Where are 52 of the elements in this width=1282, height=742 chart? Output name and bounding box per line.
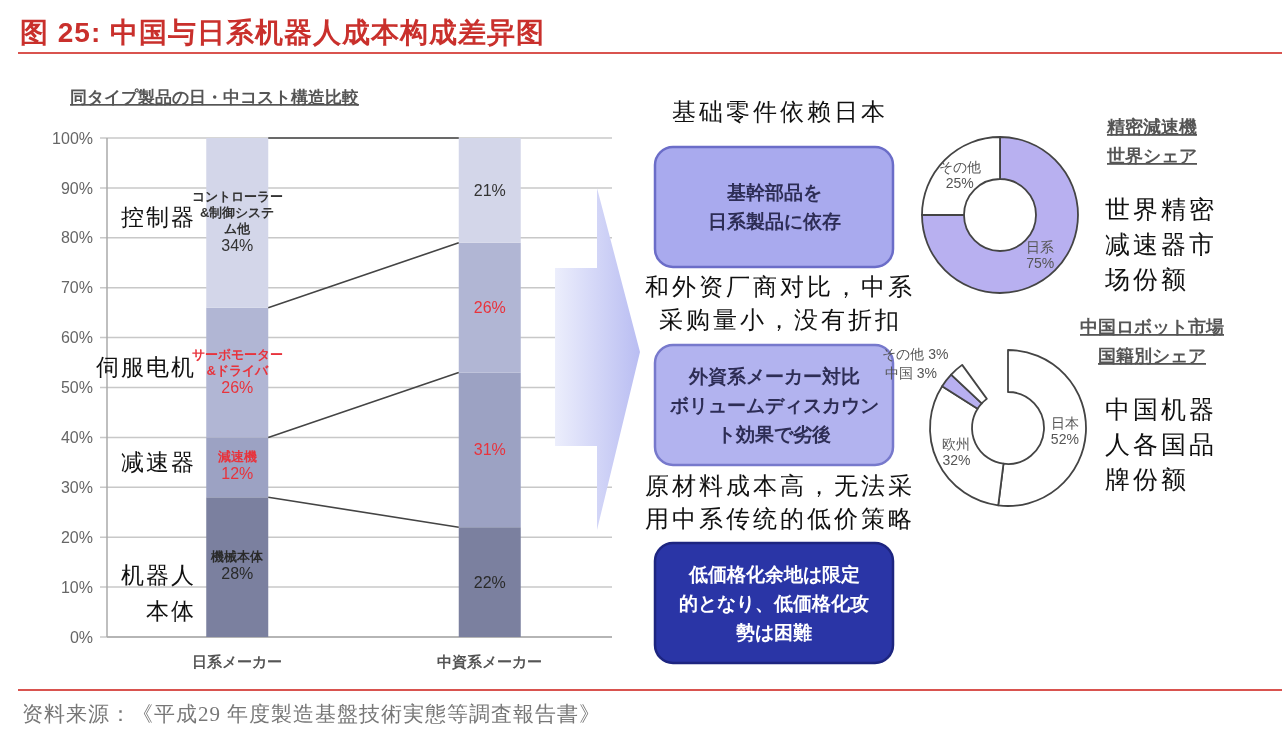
annotation: 控制器 [121, 205, 197, 231]
data-label: 52% [1050, 431, 1079, 448]
text: 低価格化余地は限定的となり、低価格化攻勢は困難 [679, 563, 869, 643]
bar [206, 497, 269, 637]
text: 基础零件依赖日本 [672, 99, 888, 125]
text: 和外资厂商对比，中系采购量小，没有折扣 [645, 274, 915, 333]
series-label: 機械本体 [210, 549, 265, 565]
data-label: 26% [473, 299, 506, 317]
slice-label: その他 [938, 158, 981, 175]
y-tick-label: 80% [60, 229, 93, 247]
text: 资料来源：《平成29 年度製造基盤技術実態等調査報告書》 [22, 702, 602, 726]
y-tick-label: 100% [52, 129, 93, 147]
data-label: 34% [221, 236, 254, 254]
y-tick-label: 50% [60, 379, 93, 397]
data-label: 31% [473, 441, 506, 459]
slice-label: 日系 [1026, 239, 1055, 256]
data-label: 28% [221, 565, 254, 583]
slice-label: 欧州 [942, 436, 971, 453]
text: 原材料成本高，无法采用中系传统的低价策略 [645, 473, 915, 532]
annotation: 机器人本体 [121, 563, 197, 625]
y-tick-label: 20% [60, 528, 93, 546]
y-tick-label: 60% [60, 329, 93, 347]
data-label: 75% [1026, 255, 1055, 272]
data-label: 25% [945, 174, 974, 191]
bar [458, 242, 521, 373]
slice-label: 日本 [1050, 415, 1079, 432]
text: 世界精密减速器市场份额 [1104, 196, 1217, 293]
text: 基幹部品を日系製品に依存 [707, 182, 841, 233]
annotation: 减速器 [121, 450, 197, 476]
y-tick-label: 10% [60, 578, 93, 596]
bar [458, 372, 521, 528]
donut-slice [921, 136, 1079, 294]
data-label: 21% [473, 181, 506, 199]
slice-label: 中国 3% [884, 364, 937, 381]
series-label: 減速機 [216, 449, 257, 465]
data-label: 26% [221, 378, 254, 396]
data-label: 12% [221, 465, 254, 483]
y-tick-label: 40% [60, 429, 93, 446]
chart-title: 图 25: 中国与日系机器人成本构成差异图 [20, 17, 546, 48]
bar [458, 527, 521, 637]
y-tick-label: 0% [69, 628, 93, 646]
text: 外資系メーカー対比ボリュームディスカウント効果で劣後 [668, 365, 879, 445]
x-tick-label: 中資系メーカー [437, 653, 543, 671]
y-tick-label: 30% [60, 478, 93, 496]
data-label: 22% [473, 573, 506, 591]
y-tick-label: 90% [60, 179, 93, 197]
text: 中国机器人各国品牌份额 [1105, 396, 1217, 493]
bar [458, 138, 521, 243]
slice-label: その他 3% [882, 345, 949, 362]
x-tick-label: 日系メーカー [192, 653, 283, 670]
y-tick-label: 70% [60, 279, 93, 297]
data-label: 32% [942, 452, 971, 469]
